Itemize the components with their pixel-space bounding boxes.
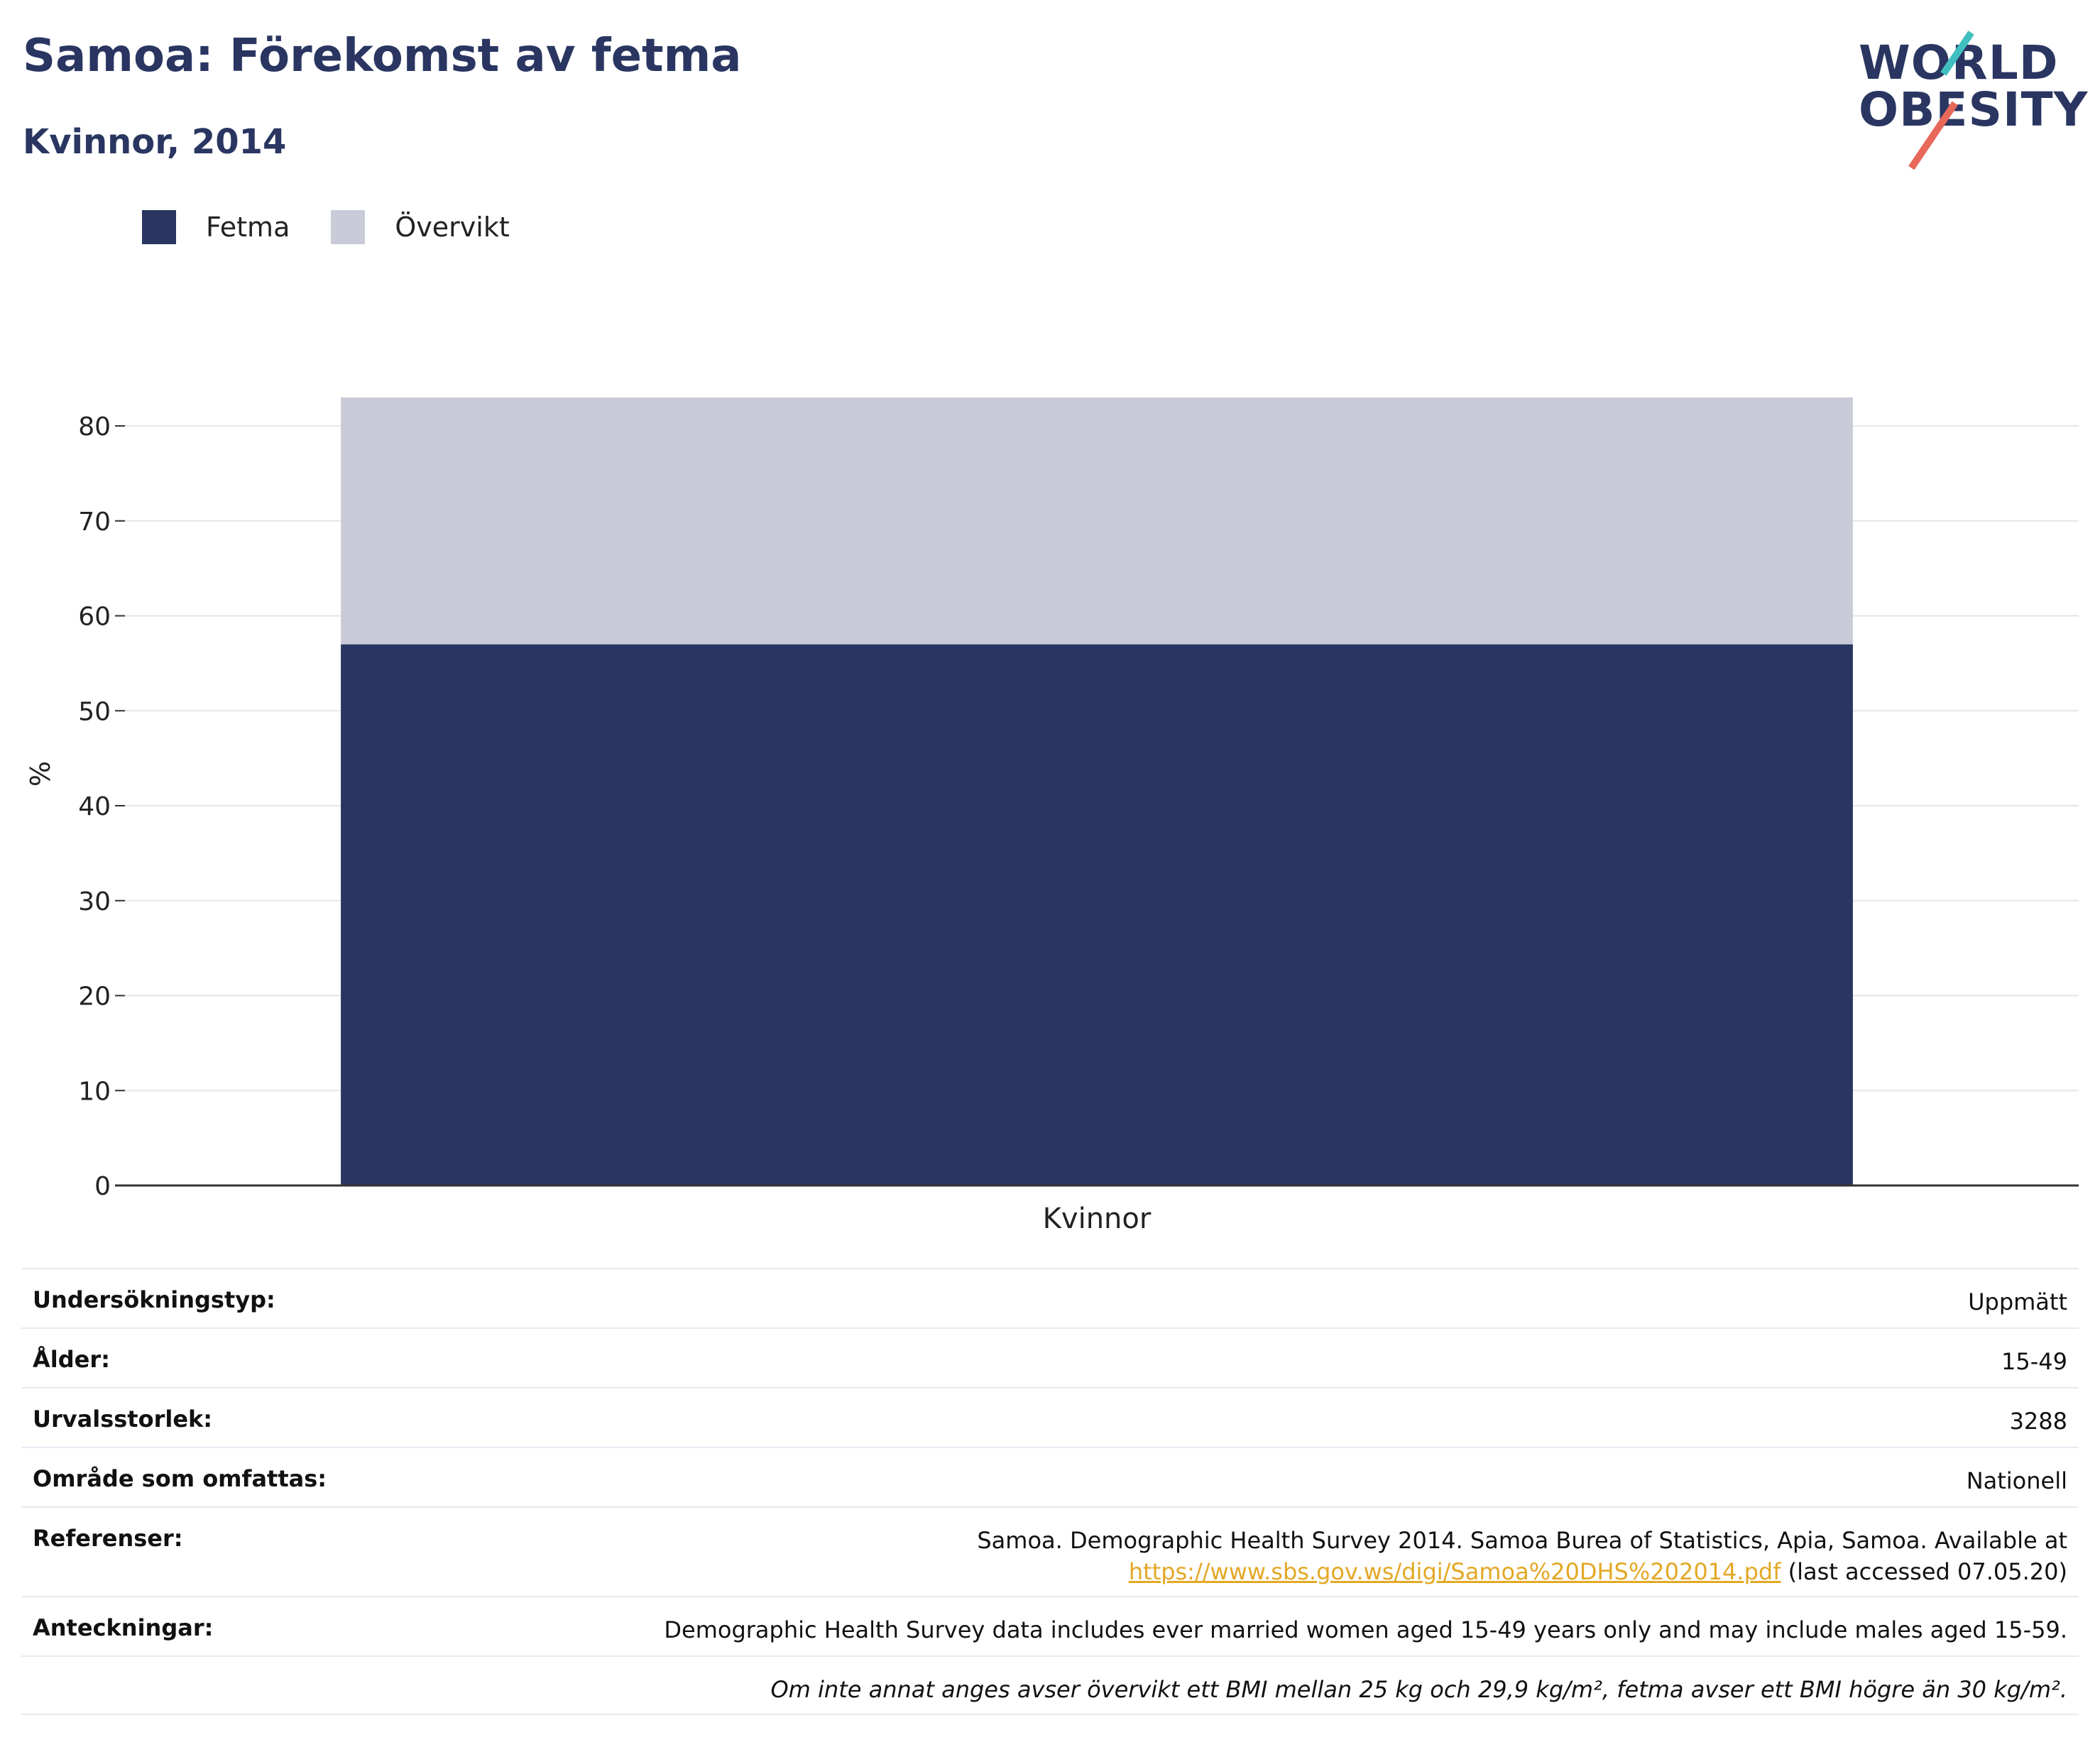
references-suffix: (last accessed 07.05.20) <box>1781 1558 2067 1585</box>
info-value: 15-49 <box>2001 1348 2067 1375</box>
info-row-references: Referenser: Samoa. Demographic Health Su… <box>21 1506 2079 1596</box>
y-tick-label: 30 <box>78 887 111 916</box>
y-tick-label: 70 <box>78 508 111 537</box>
logo-line-2: OBESITY <box>1859 82 2089 137</box>
info-row-sample-size: Urvalsstorlek: 3288 <box>21 1387 2079 1447</box>
chart-legend: Fetma Övervikt <box>142 210 551 244</box>
info-value: Nationell <box>1966 1467 2067 1494</box>
info-row-footnote: Om inte annat anges avser övervikt ett B… <box>21 1655 2079 1715</box>
y-tick-label: 10 <box>78 1077 111 1106</box>
page-title: Samoa: Förekomst av fetma <box>23 30 742 82</box>
legend-swatch-fetma <box>142 210 176 244</box>
info-label: Undersökningstyp: <box>33 1286 275 1313</box>
legend-item-fetma[interactable]: Fetma <box>142 210 290 244</box>
x-category-label: Kvinnor <box>1043 1203 1152 1235</box>
y-tick-label: 20 <box>78 982 111 1012</box>
references-text: Samoa. Demographic Health Survey 2014. S… <box>977 1527 2067 1554</box>
survey-info-table: Undersökningstyp: Uppmätt Ålder: 15-49 U… <box>21 1268 2079 1715</box>
y-axis-label: % <box>25 761 56 787</box>
info-label: Anteckningar: <box>33 1614 214 1641</box>
legend-label-fetma: Fetma <box>206 212 290 243</box>
info-row-age: Ålder: 15-49 <box>21 1327 2079 1387</box>
info-label: Ålder: <box>33 1346 110 1373</box>
info-label: Urvalsstorlek: <box>33 1406 213 1433</box>
references-value: Samoa. Demographic Health Survey 2014. S… <box>977 1525 2067 1587</box>
info-label: Område som omfattas: <box>33 1465 327 1492</box>
world-obesity-logo: WORLD OBESITY <box>1846 20 2089 170</box>
legend-label-overvikt: Övervikt <box>395 212 510 243</box>
legend-item-overvikt[interactable]: Övervikt <box>331 210 510 244</box>
y-tick-label: 40 <box>78 792 111 821</box>
references-link[interactable]: https://www.sbs.gov.ws/digi/Samoa%20DHS%… <box>1128 1558 1781 1585</box>
footnote: Om inte annat anges avser övervikt ett B… <box>770 1676 2067 1703</box>
bar--vervikt <box>341 397 1853 645</box>
bar-chart: 0 10 20 30 40 50 60 70 80% Kvinnor <box>25 397 2079 1235</box>
info-row-notes: Anteckningar: Demographic Health Survey … <box>21 1596 2079 1655</box>
info-value: 3288 <box>2009 1408 2067 1435</box>
y-tick-label: 80 <box>78 412 111 442</box>
info-row-survey-type: Undersökningstyp: Uppmätt <box>21 1268 2079 1327</box>
bar-fetma <box>341 644 1853 1185</box>
info-value: Uppmätt <box>1968 1288 2067 1315</box>
info-row-coverage: Område som omfattas: Nationell <box>21 1447 2079 1506</box>
y-tick-label: 60 <box>78 603 111 632</box>
y-tick-label: 50 <box>78 697 111 726</box>
notes-value: Demographic Health Survey data includes … <box>664 1616 2067 1643</box>
legend-swatch-overvikt <box>331 210 366 244</box>
y-tick-label: 0 <box>94 1172 111 1201</box>
info-label: Referenser: <box>33 1525 183 1552</box>
page-subtitle: Kvinnor, 2014 <box>23 122 287 162</box>
